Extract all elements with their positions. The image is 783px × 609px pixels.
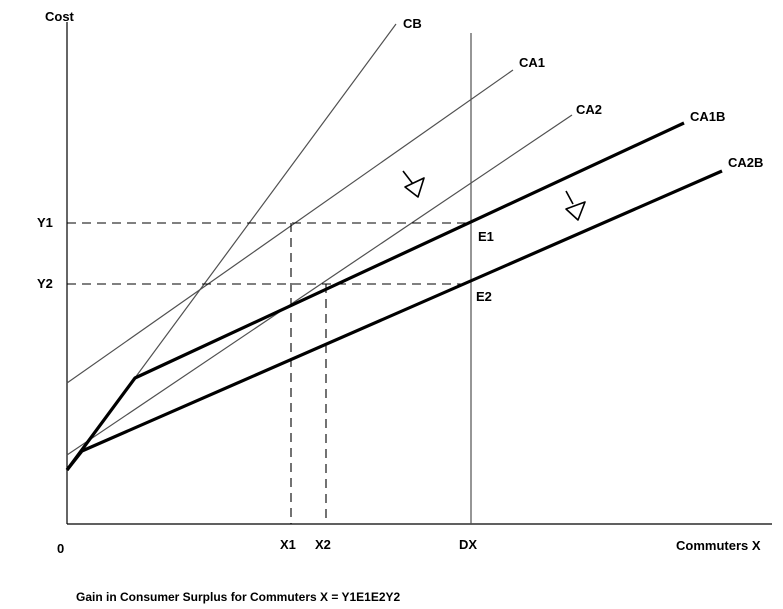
y1-label: Y1 [37, 215, 53, 230]
x1-label: X1 [280, 537, 296, 552]
cb-label: CB [403, 16, 422, 31]
ca1b-line [65, 121, 685, 471]
ca1-line [66, 69, 514, 384]
down-arrow-icon [565, 190, 586, 221]
dx-label: DX [459, 537, 477, 552]
x-axis-label: Commuters X [676, 538, 761, 553]
origin-label: 0 [57, 541, 64, 556]
e2-label: E2 [476, 289, 492, 304]
e1-label: E1 [478, 229, 494, 244]
ca2b-label: CA2B [728, 155, 763, 170]
y2-label: Y2 [37, 276, 53, 291]
ca1b-label: CA1B [690, 109, 725, 124]
ca1-label: CA1 [519, 55, 545, 70]
ca2-line [66, 114, 573, 456]
x2-label: X2 [315, 537, 331, 552]
ca2-label: CA2 [576, 102, 602, 117]
caption: Gain in Consumer Surplus for Commuters X… [76, 590, 401, 604]
down-arrow-icon [402, 170, 425, 198]
y-axis-label: Cost [45, 9, 75, 24]
ca2b-line [65, 169, 723, 471]
